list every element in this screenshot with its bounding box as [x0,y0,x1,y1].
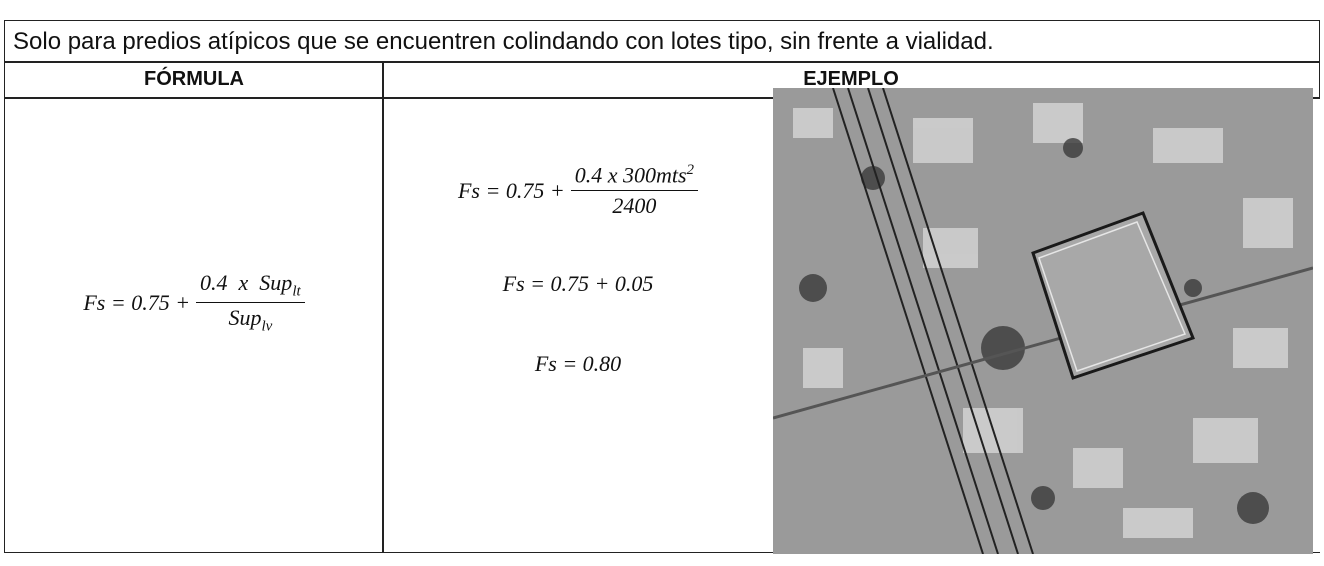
numerator: 0.4 x Suplt [196,270,305,304]
subscript: lt [292,283,301,300]
formula-cell: Fs = 0.75 + 0.4 x Suplt Suplv [4,97,384,553]
aerial-photo [773,88,1313,554]
fraction: 0.4 x Suplt Suplv [196,270,305,336]
example-line: Fs = 0.75 + 0.05 [502,271,654,297]
column-header: FÓRMULA [4,61,384,99]
example-cell: Fs = 0.75 + 0.4 x 300mts2 2400 Fs = 0.75… [382,88,1320,554]
superscript: 2 [686,162,695,178]
header-text: Solo para predios atípicos que se encuen… [13,28,994,55]
fraction: 0.4 x 300mts2 2400 [570,162,699,219]
column-title: FÓRMULA [144,68,244,90]
denominator-text: Sup [228,305,262,331]
column-title: EJEMPLO [803,68,899,90]
example-line: Fs = 0.75 + 0.4 x 300mts2 2400 [383,162,773,219]
numerator-text: 0.4 x 300mts [574,162,687,188]
denominator: 2400 [612,193,657,219]
example-line: Fs = 0.80 [534,351,622,377]
example: Fs = 0.75 + 0.4 x 300mts2 2400 Fs = 0.75… [383,110,773,429]
formula-lhs: Fs = 0.75 + [83,289,191,315]
subscript: lv [261,318,273,335]
numerator-text: 0.4 x Sup [200,270,293,295]
example-lhs: Fs = 0.75 + [457,177,565,203]
formula: Fs = 0.75 + 0.4 x Suplt Suplv [5,270,383,336]
header-cell: Solo para predios atípicos que se encuen… [4,20,1320,63]
denominator: Suplv [224,303,276,335]
numerator: 0.4 x 300mts2 [570,162,699,192]
